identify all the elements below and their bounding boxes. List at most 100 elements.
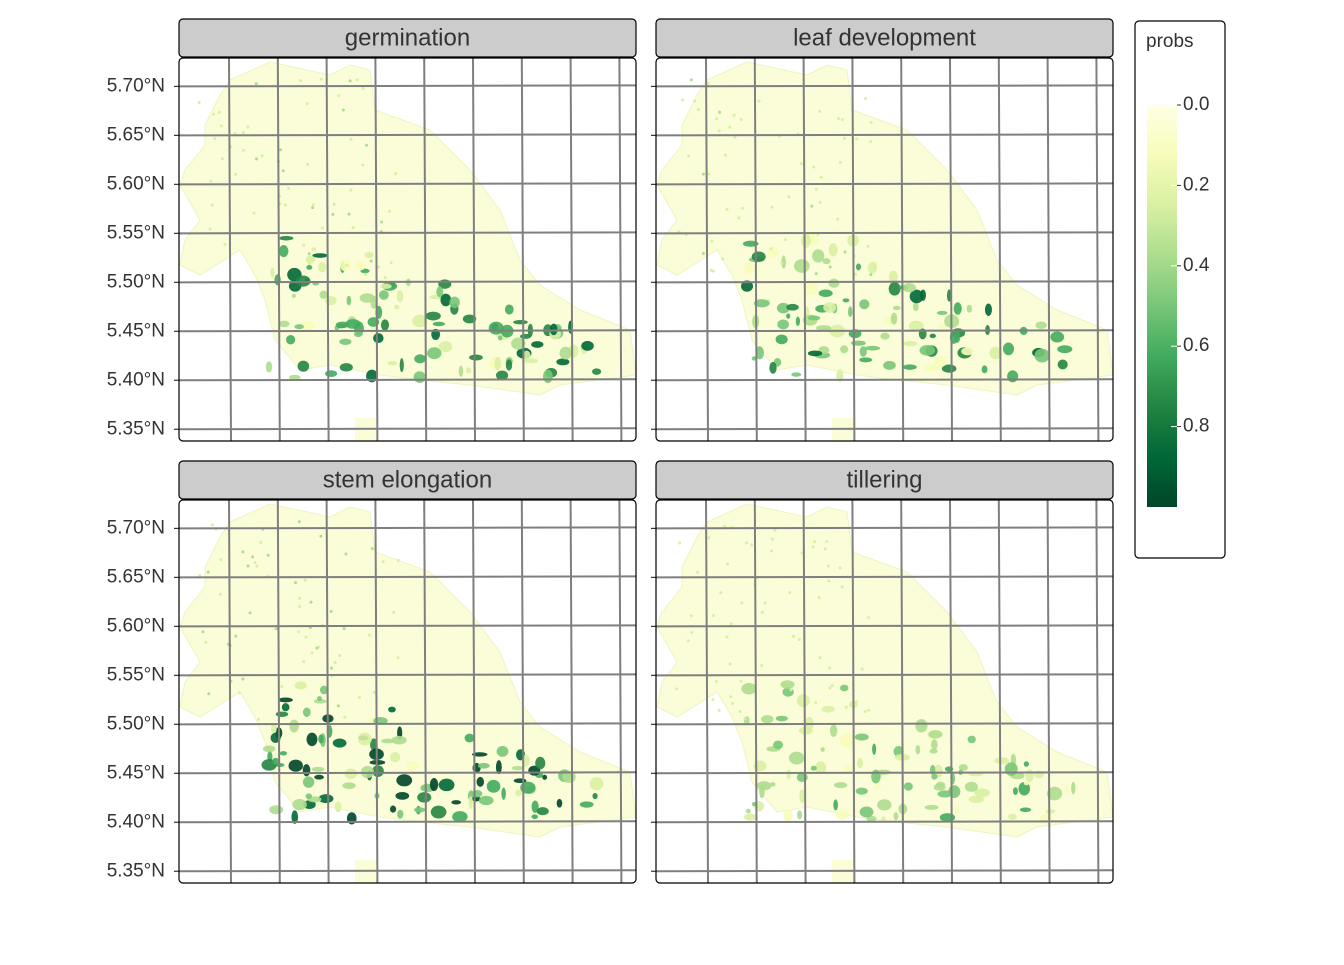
patch bbox=[494, 356, 501, 371]
patch bbox=[890, 312, 898, 325]
strip-label: leaf development bbox=[793, 24, 976, 51]
y-tick-label: 5.55°N bbox=[107, 222, 165, 243]
y-tick-label: 5.70°N bbox=[107, 75, 165, 96]
speckle bbox=[869, 120, 873, 124]
patch bbox=[786, 769, 791, 780]
speckle bbox=[689, 78, 693, 82]
speckle bbox=[866, 244, 870, 248]
speckle bbox=[732, 113, 736, 117]
speckle bbox=[303, 578, 307, 582]
speckle bbox=[788, 591, 792, 595]
patch bbox=[275, 711, 289, 717]
speckle bbox=[306, 162, 310, 166]
speckle bbox=[715, 117, 719, 121]
speckle bbox=[719, 591, 723, 595]
speckle bbox=[351, 226, 355, 230]
patch bbox=[271, 723, 277, 734]
patch bbox=[794, 259, 810, 273]
legend-tick-label: 0.2 bbox=[1183, 174, 1209, 195]
speckle bbox=[728, 662, 732, 666]
speckle bbox=[783, 238, 787, 242]
patch bbox=[440, 293, 452, 307]
grid-line bbox=[178, 231, 637, 235]
speckle bbox=[712, 614, 716, 618]
patch bbox=[413, 807, 426, 813]
patch bbox=[781, 255, 786, 269]
patch bbox=[751, 356, 757, 361]
speckle bbox=[298, 596, 302, 600]
speckle bbox=[223, 243, 227, 247]
speckle bbox=[255, 564, 259, 568]
patch bbox=[389, 752, 401, 763]
patch bbox=[859, 346, 867, 357]
patch bbox=[339, 363, 353, 372]
patch bbox=[994, 757, 1010, 765]
patch bbox=[866, 815, 877, 822]
graticule bbox=[374, 499, 379, 884]
patch bbox=[476, 776, 485, 787]
speckle bbox=[213, 137, 217, 141]
patch bbox=[305, 255, 316, 264]
speckle bbox=[693, 99, 697, 103]
patch bbox=[412, 314, 428, 328]
speckle bbox=[388, 209, 391, 213]
speckle bbox=[814, 187, 818, 191]
speckle bbox=[246, 125, 250, 129]
speckle bbox=[738, 710, 742, 714]
speckle bbox=[206, 570, 210, 574]
speckle bbox=[201, 630, 205, 634]
y-tick-label: 5.40°N bbox=[107, 811, 165, 832]
patch bbox=[353, 331, 363, 338]
patch bbox=[449, 296, 460, 309]
strip bbox=[655, 18, 1114, 58]
speckle bbox=[333, 660, 337, 664]
speckle bbox=[854, 239, 858, 243]
patch bbox=[1057, 359, 1068, 370]
speckle bbox=[307, 261, 311, 265]
patch bbox=[928, 730, 943, 739]
patch bbox=[1045, 809, 1056, 814]
speckle bbox=[217, 110, 221, 114]
patch bbox=[755, 346, 764, 360]
patch bbox=[753, 299, 770, 308]
patch bbox=[1012, 787, 1018, 795]
patch bbox=[880, 332, 890, 340]
patch bbox=[496, 745, 509, 757]
patch bbox=[438, 341, 453, 353]
patch bbox=[839, 684, 849, 692]
speckle bbox=[711, 698, 715, 702]
speckle bbox=[814, 272, 818, 276]
speckle bbox=[838, 160, 842, 164]
speckle bbox=[237, 691, 241, 695]
map-area bbox=[656, 61, 1113, 441]
patch bbox=[773, 740, 784, 750]
patch bbox=[372, 765, 384, 777]
patch bbox=[592, 792, 598, 800]
patch bbox=[294, 324, 304, 330]
patch bbox=[929, 333, 936, 339]
speckle bbox=[280, 684, 284, 688]
grid-line bbox=[655, 280, 1114, 284]
patch bbox=[1046, 786, 1063, 801]
patch bbox=[279, 751, 288, 756]
grid-line bbox=[178, 182, 637, 186]
patch bbox=[305, 793, 313, 800]
speckle bbox=[686, 639, 690, 643]
patch bbox=[815, 761, 827, 774]
speckle bbox=[750, 543, 754, 547]
facet: leaf development bbox=[651, 18, 1114, 442]
speckle bbox=[311, 203, 315, 207]
speckle bbox=[840, 585, 844, 589]
strip-label: germination bbox=[345, 24, 470, 51]
patch bbox=[346, 295, 352, 306]
patch bbox=[1035, 321, 1047, 330]
patch bbox=[741, 682, 757, 695]
patch bbox=[281, 703, 290, 712]
speckle bbox=[392, 610, 396, 614]
patch bbox=[515, 789, 522, 797]
graticule bbox=[753, 57, 758, 442]
speckle bbox=[212, 112, 216, 116]
patch bbox=[856, 757, 864, 769]
patch bbox=[843, 765, 853, 772]
